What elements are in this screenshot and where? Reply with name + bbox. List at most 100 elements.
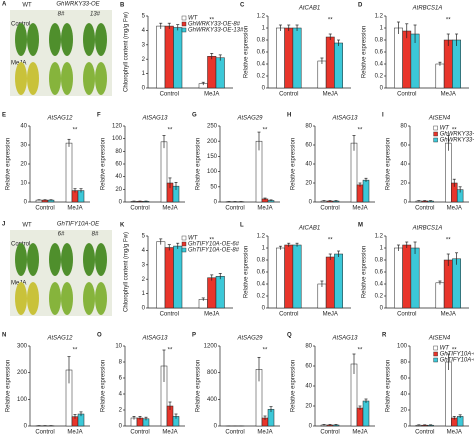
y-tick-label: 0.8 bbox=[257, 38, 266, 44]
leaf bbox=[27, 282, 39, 315]
legend-label: GhWRKY33-OE-8# bbox=[440, 132, 474, 138]
y-tick-label: 80 bbox=[305, 124, 312, 130]
y-tick-label: 40 bbox=[20, 124, 27, 130]
x-tick-label: Control bbox=[415, 206, 434, 212]
bar bbox=[356, 407, 364, 427]
bar bbox=[452, 39, 461, 89]
bar bbox=[173, 27, 183, 89]
y-tick-label: 1200 bbox=[204, 344, 218, 350]
panel-letter: P bbox=[192, 333, 196, 339]
bar bbox=[160, 141, 168, 203]
bar bbox=[65, 142, 73, 203]
y-tick-label: 40 bbox=[400, 392, 407, 398]
chart-title: AtCAB1 bbox=[298, 226, 320, 232]
line-label: 6# bbox=[58, 232, 65, 238]
x-tick-label: MeJA bbox=[323, 312, 338, 318]
legend-label: WT bbox=[440, 126, 451, 132]
legend-swatch bbox=[433, 125, 438, 131]
y-tick-label: 50 bbox=[210, 184, 217, 190]
panel-letter: O bbox=[97, 333, 102, 339]
legend-label: GhTIFY10A-OE-8# bbox=[188, 248, 240, 254]
y-tick-label: 30 bbox=[20, 143, 27, 149]
bar bbox=[394, 27, 403, 89]
bar bbox=[207, 56, 217, 89]
x-tick-label: Control bbox=[397, 312, 416, 318]
y-tick-label: 100 bbox=[397, 344, 408, 350]
bar bbox=[207, 277, 217, 309]
leaf bbox=[83, 23, 95, 56]
leaf bbox=[15, 282, 27, 315]
bar bbox=[156, 25, 166, 89]
y-tick-label: 4 bbox=[142, 28, 146, 34]
significance: ** bbox=[209, 18, 214, 24]
significance: ** bbox=[209, 238, 214, 244]
legend-swatch bbox=[433, 345, 438, 351]
legend-label: GhWRKY33-OE-8# bbox=[188, 22, 241, 28]
y-axis-label: Relative expression bbox=[196, 138, 202, 190]
chart-title: AtSAG13 bbox=[141, 336, 168, 342]
y-tick-label: 0 bbox=[262, 86, 266, 92]
y-tick-label: 0 bbox=[142, 306, 146, 312]
significance: ** bbox=[452, 348, 457, 354]
legend-swatch bbox=[433, 137, 438, 143]
y-tick-label: 1.2 bbox=[375, 14, 384, 20]
leaf bbox=[49, 282, 61, 315]
legend-label: WT bbox=[188, 16, 199, 22]
bar bbox=[334, 253, 343, 309]
x-tick-label: MeJA bbox=[204, 312, 219, 318]
x-tick-label: MeJA bbox=[447, 206, 462, 212]
y-tick-label: 0.4 bbox=[257, 282, 266, 288]
leaf bbox=[61, 282, 73, 315]
line-label: 8# bbox=[58, 12, 65, 18]
y-tick-label: 6 bbox=[119, 376, 123, 382]
x-tick-label: MeJA bbox=[67, 430, 82, 436]
bar bbox=[292, 244, 302, 309]
bar bbox=[443, 39, 453, 89]
y-tick-label: 200 bbox=[17, 370, 28, 376]
significance: ** bbox=[168, 348, 173, 354]
y-tick-label: 0 bbox=[309, 424, 313, 430]
y-tick-label: 60 bbox=[305, 143, 312, 149]
panel-letter: Q bbox=[287, 333, 292, 339]
y-tick-label: 0.8 bbox=[375, 258, 384, 264]
y-tick-label: 60 bbox=[400, 376, 407, 382]
leaf bbox=[15, 243, 27, 276]
line-label: 13# bbox=[90, 12, 101, 18]
y-tick-label: 2 bbox=[119, 408, 123, 414]
y-tick-label: 0.4 bbox=[375, 282, 384, 288]
y-tick-label: 40 bbox=[305, 384, 312, 390]
bar bbox=[284, 27, 294, 89]
x-tick-label: MeJA bbox=[257, 430, 272, 436]
leaf bbox=[83, 62, 95, 95]
x-tick-label: Control bbox=[279, 312, 298, 318]
x-tick-label: MeJA bbox=[257, 206, 272, 212]
y-axis-label: Relative expression bbox=[362, 246, 368, 298]
significance: ** bbox=[452, 128, 457, 134]
bar bbox=[435, 282, 445, 309]
y-axis-label: Relative expression bbox=[244, 26, 250, 78]
y-tick-label: 300 bbox=[17, 344, 28, 350]
chart-title: AtSEN4 bbox=[428, 116, 451, 122]
legend-label: GhTIFY10A-OE-6# bbox=[440, 352, 474, 358]
leaf bbox=[61, 62, 73, 95]
x-tick-label: MeJA bbox=[204, 92, 219, 98]
y-tick-label: 0 bbox=[214, 200, 218, 206]
y-tick-label: 10 bbox=[115, 344, 122, 350]
panel-letter: M bbox=[358, 223, 363, 229]
y-tick-label: 5 bbox=[142, 14, 146, 20]
y-tick-label: 0 bbox=[24, 200, 28, 206]
y-tick-label: 0 bbox=[142, 86, 146, 92]
leaf bbox=[95, 282, 107, 315]
x-tick-label: Control bbox=[279, 92, 298, 98]
chart-title: AtRBCS1A bbox=[412, 6, 443, 12]
bar bbox=[445, 361, 452, 427]
y-tick-label: 0.2 bbox=[375, 294, 384, 300]
y-tick-label: 0.6 bbox=[375, 50, 384, 56]
bar bbox=[350, 142, 358, 203]
leaf bbox=[95, 23, 107, 56]
photo-background bbox=[10, 230, 112, 316]
x-tick-label: Control bbox=[130, 206, 149, 212]
y-tick-label: 0 bbox=[404, 424, 408, 430]
y-tick-label: 0 bbox=[24, 424, 28, 430]
